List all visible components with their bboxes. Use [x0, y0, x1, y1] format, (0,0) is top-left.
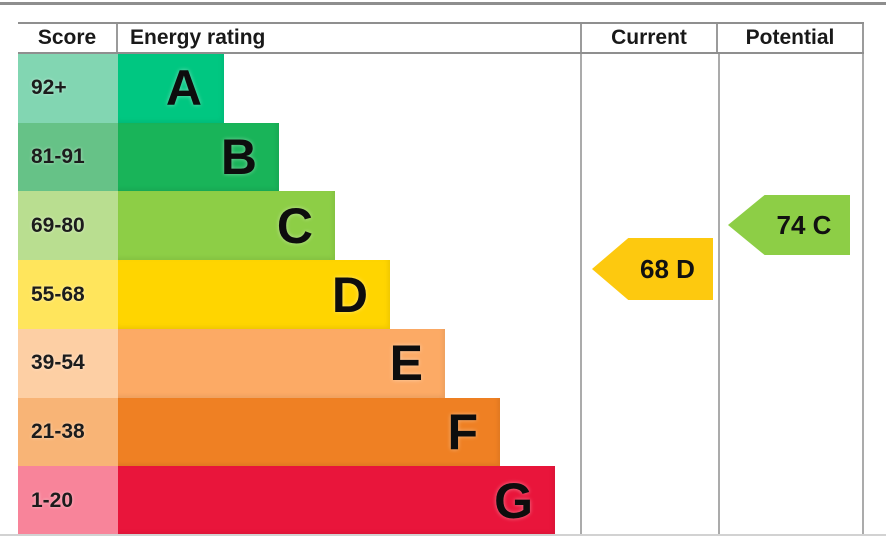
bottom-divider-line	[0, 534, 886, 536]
current-rating-arrow: 68 D	[592, 238, 713, 300]
table-header-row: Score Energy rating Current Potential	[18, 22, 864, 54]
column-header-potential: Potential	[718, 24, 864, 52]
band-bar: B	[118, 122, 279, 192]
current-column-left-border	[580, 54, 582, 535]
band-bar: F	[118, 397, 500, 467]
score-cell: 92+	[18, 54, 118, 123]
band-letter: E	[389, 335, 423, 392]
band-bar: E	[118, 328, 445, 398]
band-letter: F	[447, 403, 478, 460]
band-bar: A	[118, 54, 224, 123]
band-letter: C	[276, 197, 313, 254]
band-row-a: 92+ A	[18, 54, 556, 123]
score-cell: 21-38	[18, 397, 118, 467]
band-row-e: 39-54 E	[18, 328, 556, 398]
band-letter: B	[220, 129, 257, 186]
band-letter: D	[331, 266, 368, 323]
potential-column-right-border	[862, 54, 864, 535]
score-cell: 55-68	[18, 260, 118, 329]
column-header-energy-rating: Energy rating	[118, 24, 582, 52]
band-row-g: 1-20 G	[18, 466, 556, 536]
score-cell: 69-80	[18, 191, 118, 261]
potential-column-left-border	[718, 54, 720, 535]
current-rating-label: 68 D	[640, 253, 695, 284]
band-row-d: 55-68 D	[18, 260, 556, 329]
rating-bands: 92+ A 81-91 B 69-80 C 55-68 D 39-54 E 21…	[18, 54, 556, 536]
column-header-current: Current	[582, 24, 718, 52]
column-header-score: Score	[18, 24, 118, 52]
band-row-f: 21-38 F	[18, 397, 556, 467]
band-bar: D	[118, 260, 390, 329]
band-bar: G	[118, 466, 555, 536]
potential-rating-arrow: 74 C	[728, 195, 850, 255]
score-cell: 39-54	[18, 328, 118, 398]
score-cell: 81-91	[18, 122, 118, 192]
band-row-b: 81-91 B	[18, 122, 556, 192]
score-cell: 1-20	[18, 466, 118, 536]
band-letter: G	[494, 472, 533, 529]
band-bar: C	[118, 191, 335, 261]
top-divider-line	[0, 2, 886, 5]
band-row-c: 69-80 C	[18, 191, 556, 261]
band-letter: A	[165, 60, 202, 117]
potential-rating-label: 74 C	[776, 209, 832, 240]
